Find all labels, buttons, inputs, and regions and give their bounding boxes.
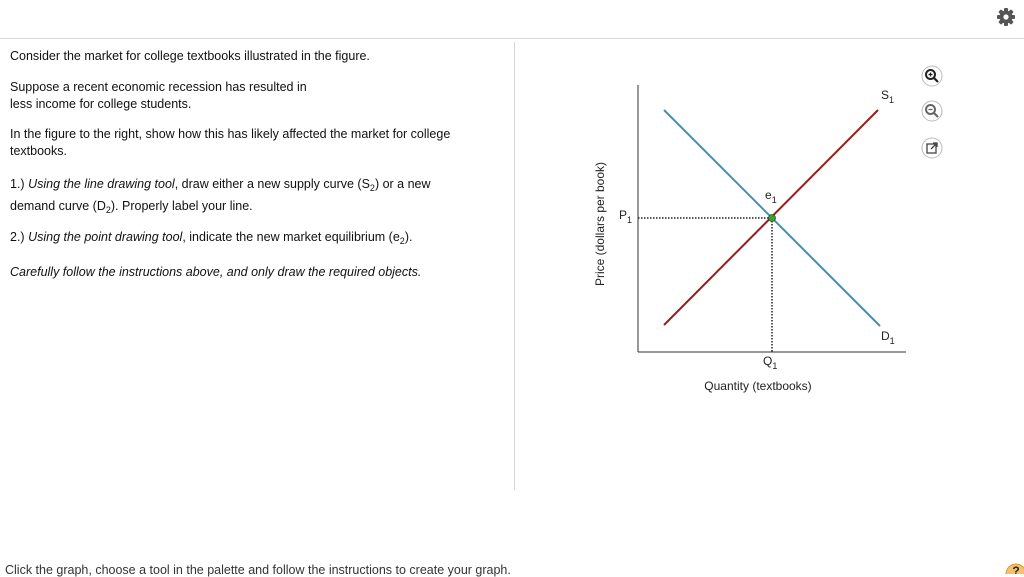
graph-area[interactable] [580,60,910,400]
help-button[interactable]: ? [1005,563,1024,574]
header-rule [0,38,1024,39]
panel-divider [514,42,515,490]
expand-button[interactable] [921,137,943,159]
step-text: ). [404,230,413,244]
step-1: 1.) Using the line drawing tool, draw ei… [10,173,431,217]
step-text: ). Properly label your line. [110,199,253,213]
zoom-in-button[interactable] [921,65,943,87]
zoom-out-button[interactable] [921,100,943,122]
footer-instructions: Click the graph, choose a tool in the pa… [5,563,511,577]
step-text: ) or a new [374,177,431,191]
settings-icon[interactable] [997,8,1015,26]
label-letter: e [765,188,772,202]
help-text: ? [1012,564,1019,574]
intro: Consider the market for college textbook… [10,49,370,63]
scenario-line: less income for college students. [10,97,192,111]
y-axis-label: Price (dollars per book) [593,162,607,286]
supply-label: S1 [881,88,894,105]
step-text: , draw either a new supply curve (S [174,177,370,191]
scenario-line: Suppose a recent economic recession has … [10,80,307,94]
equilibrium-label: e1 [765,188,777,205]
label-sub: 1 [772,195,777,205]
subscript: 2 [369,183,375,193]
subscript: 2 [105,205,111,215]
label-letter: D [881,329,890,343]
label-sub: 1 [772,361,777,371]
label-letter: Q [763,354,772,368]
tool-name: Using the point drawing tool [28,230,183,244]
tool-name: Using the line drawing tool [28,177,175,191]
label-letter: S [881,88,889,102]
x-axis-label: Quantity (textbooks) [704,379,811,393]
step-number: 2.) [10,230,29,244]
label-sub: 1 [890,336,895,346]
price-label: P1 [619,208,632,225]
label-sub: 1 [889,95,894,105]
task-line: In the figure to the right, show how thi… [10,127,451,141]
step-text: demand curve (D [10,199,106,213]
label-letter: P [619,208,627,222]
quantity-label: Q1 [763,354,777,371]
task: In the figure to the right, show how thi… [10,126,450,160]
step-text: , indicate the new market equilibrium (e [182,230,400,244]
scenario: Suppose a recent economic recession has … [10,79,307,113]
task-line: textbooks. [10,144,67,158]
note: Carefully follow the instructions above,… [10,265,422,279]
demand-label: D1 [881,329,895,346]
label-sub: 1 [627,215,632,225]
step-number: 1.) [10,177,29,191]
step-2: 2.) Using the point drawing tool, indica… [10,229,412,246]
equilibrium-point [768,214,776,222]
subscript: 2 [399,236,405,246]
